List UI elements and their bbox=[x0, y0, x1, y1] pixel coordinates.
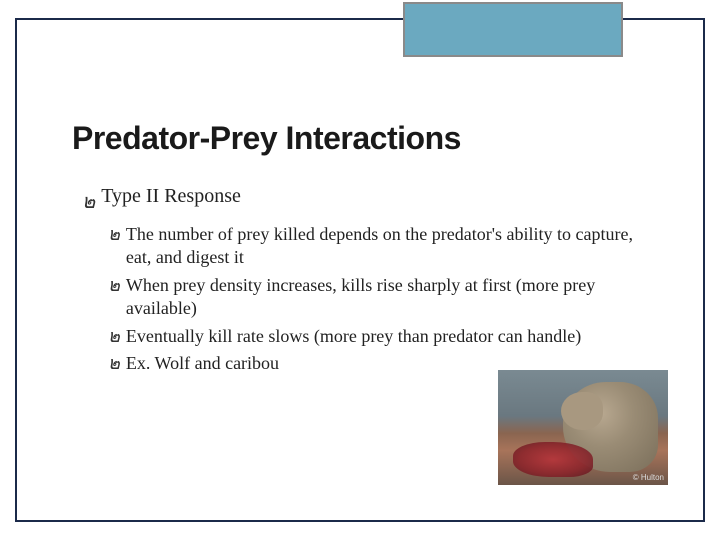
bullet-glyph-icon: ๒ bbox=[108, 325, 120, 348]
accent-bar bbox=[403, 2, 623, 57]
bullet-level1: ๒ Type II Response bbox=[82, 185, 643, 217]
prey-carcass-shape bbox=[513, 442, 593, 477]
bullet-text: The number of prey killed depends on the… bbox=[126, 223, 643, 270]
bullet-level2: ๒ The number of prey killed depends on t… bbox=[108, 223, 643, 270]
bullet-text: When prey density increases, kills rise … bbox=[126, 274, 643, 321]
bullet-text: Type II Response bbox=[101, 185, 643, 208]
image-credit: © Hulton bbox=[633, 473, 664, 482]
wolf-head-shape bbox=[561, 392, 603, 430]
wolf-caribou-image: © Hulton bbox=[498, 370, 668, 485]
slide-frame: Predator-Prey Interactions ๒ Type II Res… bbox=[15, 18, 705, 522]
bullet-level2: ๒ Eventually kill rate slows (more prey … bbox=[108, 325, 643, 348]
bullet-glyph-icon: ๒ bbox=[82, 185, 95, 217]
slide-title: Predator-Prey Interactions bbox=[72, 120, 461, 157]
content-area: ๒ Type II Response ๒ The number of prey … bbox=[82, 185, 643, 379]
bullet-text: Eventually kill rate slows (more prey th… bbox=[126, 325, 643, 348]
bullet-glyph-icon: ๒ bbox=[108, 352, 120, 375]
bullet-glyph-icon: ๒ bbox=[108, 274, 120, 297]
bullet-glyph-icon: ๒ bbox=[108, 223, 120, 246]
bullet-level2: ๒ When prey density increases, kills ris… bbox=[108, 274, 643, 321]
